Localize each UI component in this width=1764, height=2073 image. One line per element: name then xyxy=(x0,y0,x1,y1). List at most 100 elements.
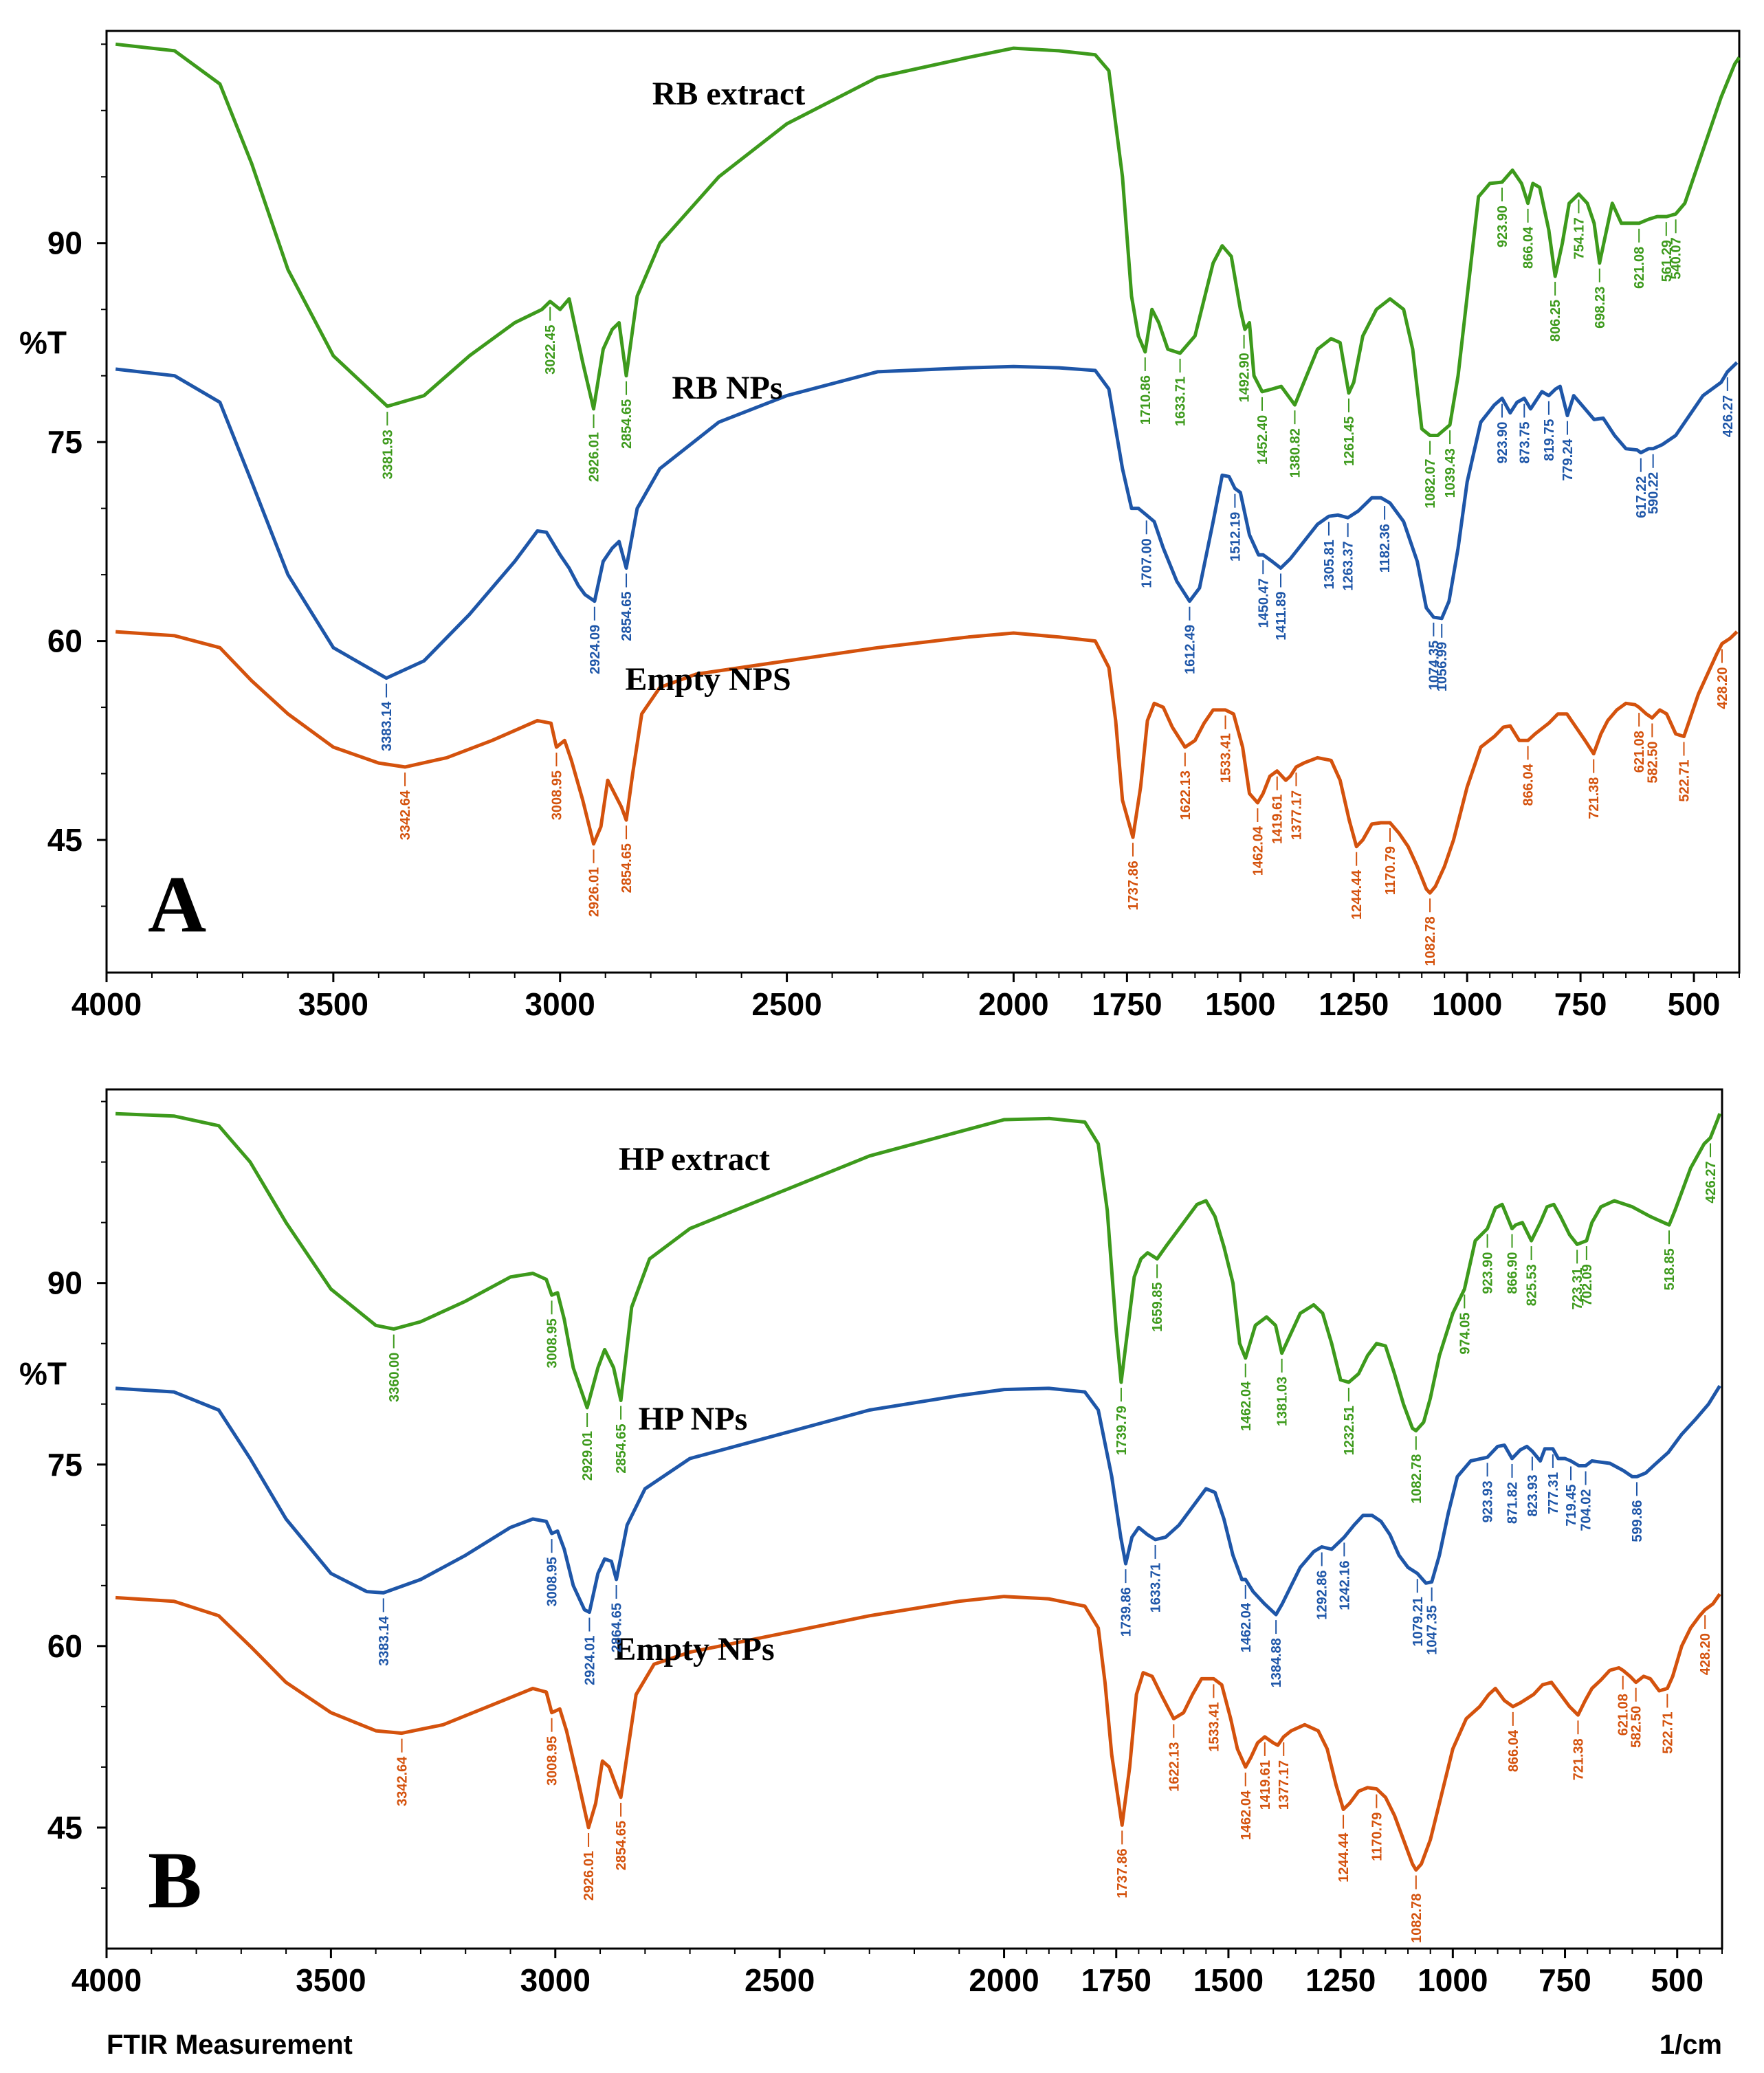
peak-label: 825.53 xyxy=(1525,1264,1540,1306)
series-label: RB NPs xyxy=(672,370,782,406)
x-tick-label: 3500 xyxy=(296,1962,366,1998)
peak-label: 3022.45 xyxy=(543,325,558,375)
y-tick-label: 45 xyxy=(47,822,82,858)
x-tick-label: 1250 xyxy=(1319,986,1389,1022)
peak-label: 754.17 xyxy=(1572,217,1587,259)
peak-label: 974.05 xyxy=(1457,1313,1473,1355)
peak-label: 3008.95 xyxy=(545,1736,560,1786)
peak-label: 621.08 xyxy=(1632,731,1647,773)
peak-label: 866.04 xyxy=(1506,1729,1521,1772)
peak-label: 1381.03 xyxy=(1275,1377,1290,1426)
x-tick-label: 2000 xyxy=(978,986,1048,1022)
peak-label: 1411.89 xyxy=(1274,592,1289,641)
peak-label: 923.93 xyxy=(1481,1481,1496,1522)
peak-label: 1079.21 xyxy=(1411,1597,1426,1646)
peak-label: 721.38 xyxy=(1587,777,1602,819)
peak-label: 2926.01 xyxy=(587,867,602,917)
peak-label: 1082.78 xyxy=(1409,1894,1424,1943)
x-tick-label: 750 xyxy=(1539,1962,1591,1998)
peak-label: 426.27 xyxy=(1721,395,1736,437)
peak-label: 1533.41 xyxy=(1206,1702,1222,1751)
spectrum-line-hp-extract xyxy=(115,1111,1722,1432)
peak-label: 1622.13 xyxy=(1178,771,1193,820)
y-tick-label: 60 xyxy=(47,623,82,659)
peak-label: 1242.16 xyxy=(1337,1560,1352,1610)
peak-label: 1082.07 xyxy=(1423,459,1438,509)
peak-label: 719.45 xyxy=(1564,1485,1579,1527)
peak-label: 1452.40 xyxy=(1255,415,1270,465)
peak-label: 561.29 xyxy=(1660,240,1675,282)
peak-label: 1739.79 xyxy=(1114,1406,1129,1455)
peak-label: 1377.17 xyxy=(1277,1760,1292,1810)
peak-label: 1462.04 xyxy=(1239,1602,1254,1652)
footer-right-label: 1/cm xyxy=(1660,2030,1722,2060)
x-tick-label: 3500 xyxy=(298,986,368,1022)
panel-letter: A xyxy=(148,859,206,949)
peak-label: 1419.61 xyxy=(1258,1760,1273,1810)
peak-label: 3383.14 xyxy=(379,701,395,751)
y-tick-label: 90 xyxy=(47,1265,82,1301)
peak-label: 3342.64 xyxy=(395,1756,410,1806)
x-tick-label: 500 xyxy=(1651,1962,1704,1998)
series-label: Empty NPs xyxy=(614,1631,774,1667)
peak-label: 871.82 xyxy=(1506,1482,1521,1524)
peak-label: 582.50 xyxy=(1645,742,1660,784)
peak-label: 2926.01 xyxy=(587,432,602,482)
peak-label: 1232.51 xyxy=(1342,1406,1357,1455)
peak-label: 1056.99 xyxy=(1435,642,1450,691)
peak-label: 866.04 xyxy=(1521,226,1536,269)
plot-frame xyxy=(105,1088,1723,1950)
peak-label: 1305.81 xyxy=(1322,540,1337,589)
peak-label: 590.22 xyxy=(1646,472,1662,514)
peak-label: 1492.90 xyxy=(1237,353,1253,402)
peak-label: 1039.43 xyxy=(1443,448,1458,498)
peak-label: 1707.00 xyxy=(1140,538,1155,588)
spectrum-line-rb-extract xyxy=(115,42,1741,437)
peak-label: 1533.41 xyxy=(1219,733,1234,783)
peak-label: 777.31 xyxy=(1546,1472,1561,1514)
peak-label: 1633.71 xyxy=(1149,1563,1164,1612)
peak-label: 2924.09 xyxy=(588,625,603,674)
panel-b: 4000 3500 3000 2500 2000 1750 1500 1250 1000 750 5… xyxy=(19,1088,1723,1998)
x-tick-label: 4000 xyxy=(71,986,142,1022)
x-tick-label: 1750 xyxy=(1081,1962,1151,1998)
peak-label: 698.23 xyxy=(1593,287,1608,329)
peak-label: 522.71 xyxy=(1660,1712,1675,1754)
peak-label: 617.22 xyxy=(1634,476,1649,518)
peak-label: 1739.86 xyxy=(1119,1587,1134,1637)
peak-label: 823.93 xyxy=(1525,1474,1541,1516)
peak-label: 1170.79 xyxy=(1369,1813,1385,1861)
peak-label: 1170.79 xyxy=(1383,846,1398,895)
peak-label: 426.27 xyxy=(1704,1161,1719,1203)
peak-label: 3008.95 xyxy=(545,1318,560,1368)
peak-label: 3342.64 xyxy=(398,790,413,840)
peak-label: 702.09 xyxy=(1580,1264,1595,1306)
peak-label: 2854.65 xyxy=(619,843,635,893)
peak-label: 1462.04 xyxy=(1239,1790,1254,1840)
peak-label: 1074.35 xyxy=(1426,641,1442,690)
spectrum-line-hp-nps xyxy=(115,1384,1721,1617)
x-tick-label: 4000 xyxy=(71,1962,142,1998)
peak-label: 873.75 xyxy=(1517,422,1532,464)
panel-letter: B xyxy=(148,1835,202,1925)
peak-label: 704.02 xyxy=(1579,1489,1594,1531)
peak-label: 3360.00 xyxy=(387,1353,402,1402)
series-label: HP extract xyxy=(619,1141,770,1177)
peak-label: 1377.17 xyxy=(1290,790,1305,840)
peak-label: 1082.78 xyxy=(1423,916,1438,966)
peak-label: 721.38 xyxy=(1572,1738,1587,1780)
series-label: Empty NPS xyxy=(625,661,791,698)
peak-label: 723.31 xyxy=(1570,1267,1585,1309)
spectrum-line-empty-nps xyxy=(115,630,1739,895)
footer-left-label: FTIR Measurement xyxy=(107,2030,353,2060)
peak-label: 621.08 xyxy=(1616,1694,1631,1736)
x-tick-label: 1250 xyxy=(1305,1962,1376,1998)
peak-label: 1633.71 xyxy=(1173,377,1189,426)
peak-label: 866.04 xyxy=(1521,763,1536,806)
peak-label: 3383.14 xyxy=(377,1616,392,1666)
series-label: HP NPs xyxy=(639,1401,748,1437)
peak-label: 1462.04 xyxy=(1250,825,1266,876)
x-tick-label: 2500 xyxy=(751,986,822,1022)
peak-label: 923.90 xyxy=(1495,206,1510,247)
